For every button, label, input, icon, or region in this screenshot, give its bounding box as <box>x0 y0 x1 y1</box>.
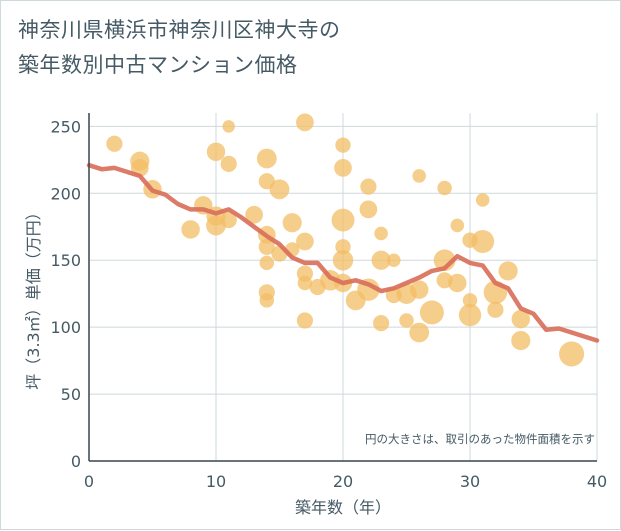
bubble-point <box>245 205 263 224</box>
size-note: 円の大きさは、取引のあった物件面積を示す <box>365 432 595 446</box>
y-tick-label: 250 <box>50 117 81 136</box>
bubble-point <box>335 137 351 153</box>
bubble-point <box>359 200 378 219</box>
bubble-point <box>387 253 401 268</box>
bubble-point <box>511 330 531 351</box>
y-tick-label: 0 <box>71 452 81 471</box>
bubble-point <box>206 142 226 162</box>
trend-line-layer <box>86 162 600 343</box>
bubble-point <box>259 255 275 271</box>
bubble-point <box>335 239 351 255</box>
bubble-point <box>296 232 314 251</box>
bubble-point <box>106 135 123 152</box>
bubble-point <box>399 313 414 328</box>
bubble-point <box>296 312 313 329</box>
bubble-point <box>498 261 518 281</box>
bubble-point <box>258 238 275 255</box>
bubble-point <box>412 169 426 183</box>
chart-title: 神奈川県横浜市神奈川区神大寺の 築年数別中古マンション価格 <box>18 18 341 77</box>
bubble-point <box>487 301 504 318</box>
bubble-point <box>332 249 354 271</box>
bubble-point <box>296 113 314 132</box>
bubble-point <box>374 226 388 241</box>
bubble-point <box>373 315 390 332</box>
bubble-point <box>437 180 452 196</box>
y-tick-label: 150 <box>50 251 81 270</box>
x-tick-label: 20 <box>333 472 353 491</box>
bubble-point <box>297 275 313 291</box>
y-tick-label: 200 <box>50 184 81 203</box>
y-axis-label: 坪（3.3㎡）単価（万円） <box>24 204 43 389</box>
bubble-point <box>559 341 585 367</box>
bubble-layer <box>106 113 585 367</box>
bubble-point <box>511 309 531 329</box>
y-tick-label: 100 <box>50 318 81 337</box>
bubble-point <box>450 218 465 233</box>
bubble-point <box>256 148 277 169</box>
bubble-point <box>259 293 275 308</box>
bubble-point <box>448 273 467 293</box>
bubble-point <box>475 193 490 207</box>
bubble-point <box>471 230 495 253</box>
bubble-point <box>269 179 290 200</box>
bubble-point <box>331 208 355 232</box>
bubble-point <box>409 322 430 343</box>
axes: 0 50 100 150 200 250 0 10 20 30 40 <box>50 113 607 491</box>
bubble-point <box>458 303 482 327</box>
x-tick-label: 30 <box>460 472 480 491</box>
bubble-point <box>181 220 200 239</box>
bubble-point <box>419 300 444 325</box>
bubble-point <box>220 211 237 229</box>
x-axis-label: 築年数（年） <box>295 498 391 517</box>
bubble-point <box>462 293 478 308</box>
x-tick-label: 40 <box>587 472 607 491</box>
x-tick-label: 0 <box>84 472 94 491</box>
bubble-point <box>371 250 391 270</box>
bubble-point <box>282 213 302 233</box>
trend-line <box>86 162 600 343</box>
bubble-point <box>334 159 352 177</box>
bubble-point <box>222 120 235 133</box>
x-tick-label: 10 <box>206 472 226 491</box>
y-tick-label: 50 <box>61 385 81 404</box>
bubble-point <box>220 155 237 172</box>
bubble-point <box>409 280 429 299</box>
bubble-point <box>360 178 377 195</box>
